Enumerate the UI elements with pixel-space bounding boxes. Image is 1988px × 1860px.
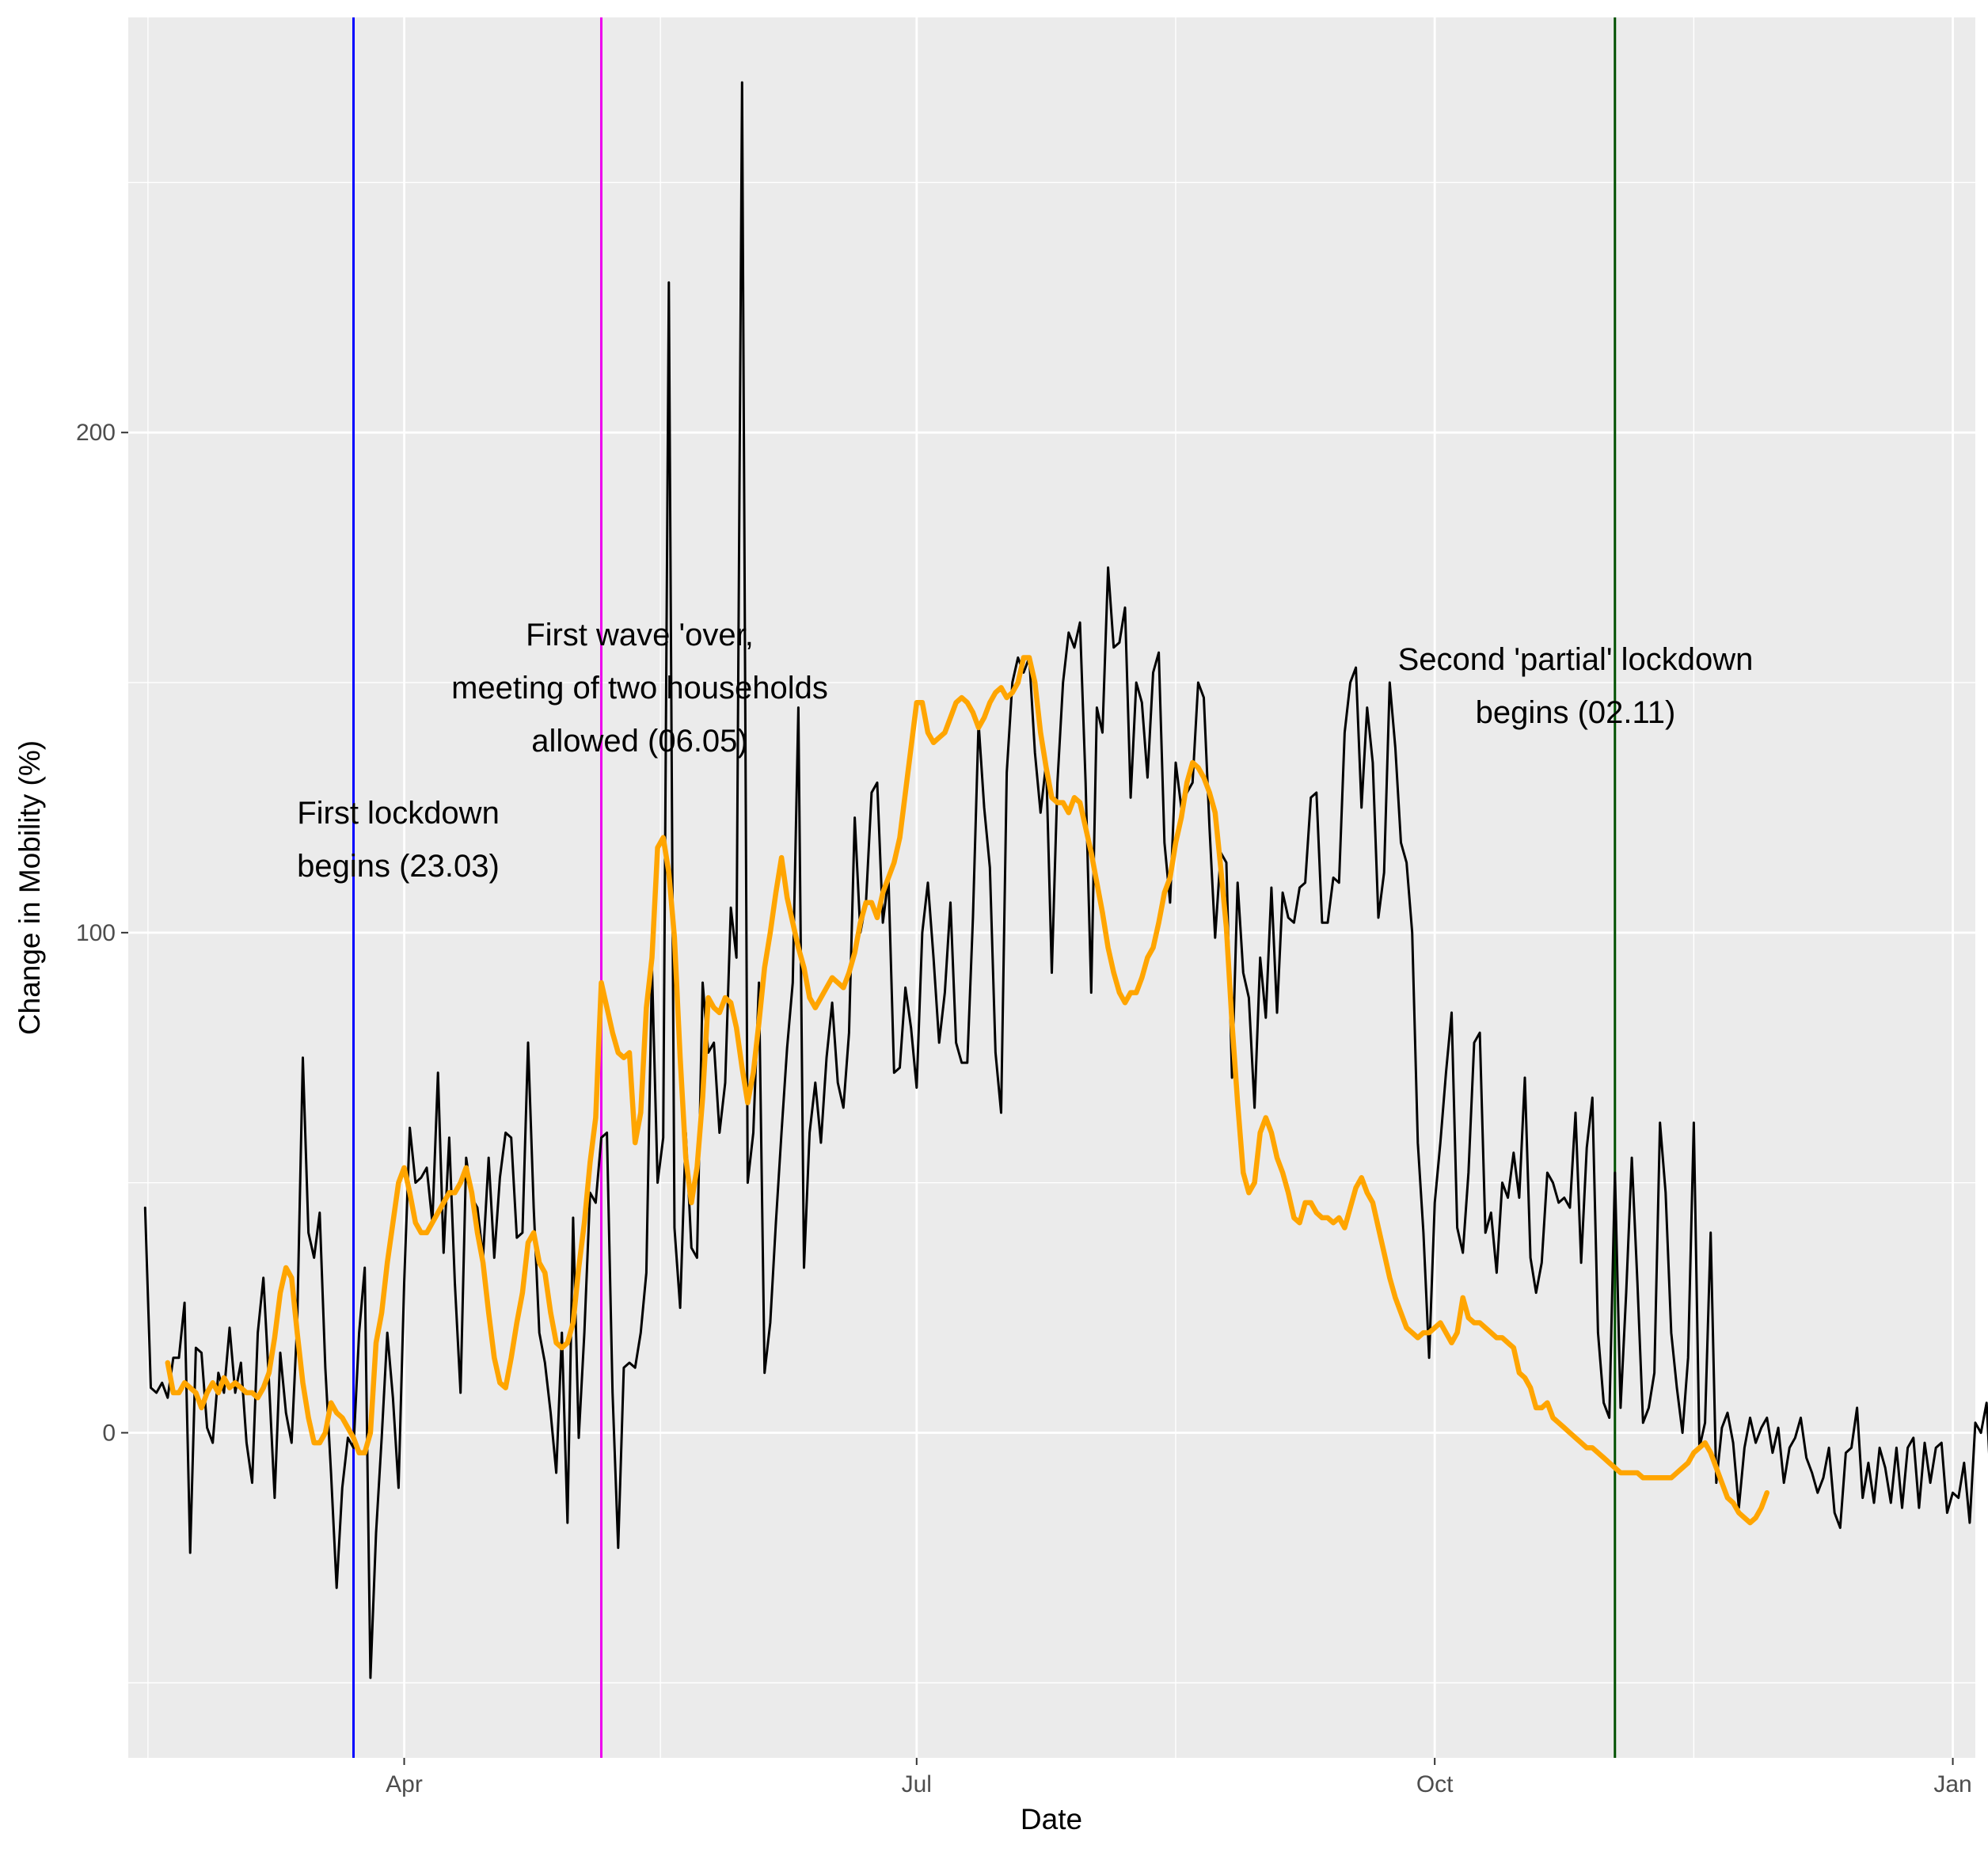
x-tick-label: Jan	[1933, 1771, 1971, 1797]
annotation-text: Second 'partial' lockdown	[1398, 642, 1754, 677]
annotation-text: begins (23.03)	[297, 849, 500, 884]
x-tick-label: Oct	[1416, 1771, 1454, 1797]
annotation-text: allowed (06.05)	[531, 724, 748, 759]
major-gridlines	[128, 17, 1975, 1758]
daily-mobility-line	[143, 81, 1988, 1679]
x-tick-label: Apr	[386, 1771, 423, 1797]
annotation-text: First lockdown	[297, 796, 500, 831]
axes: 0 100 200 Apr Jul Oct Jan	[76, 420, 1972, 1797]
plot-panel	[128, 17, 1975, 1758]
minor-gridlines	[128, 17, 1975, 1758]
annotation-text: meeting of two households	[451, 671, 828, 706]
x-axis-title: Date	[1021, 1803, 1082, 1835]
annotation-text: begins (02.11)	[1476, 695, 1676, 730]
annotation-text: First wave 'over,	[526, 618, 754, 652]
smoothed-mobility-line	[165, 655, 1770, 1526]
data-series	[143, 81, 1988, 1679]
y-axis-title: Change in Mobility (%)	[13, 740, 46, 1035]
x-tick-label: Jul	[902, 1771, 932, 1797]
y-tick-label: 0	[102, 1420, 116, 1446]
y-tick-label: 200	[76, 420, 116, 446]
y-tick-label: 100	[76, 920, 116, 946]
event-annotations: First lockdown begins (23.03) First wave '…	[297, 618, 1753, 884]
